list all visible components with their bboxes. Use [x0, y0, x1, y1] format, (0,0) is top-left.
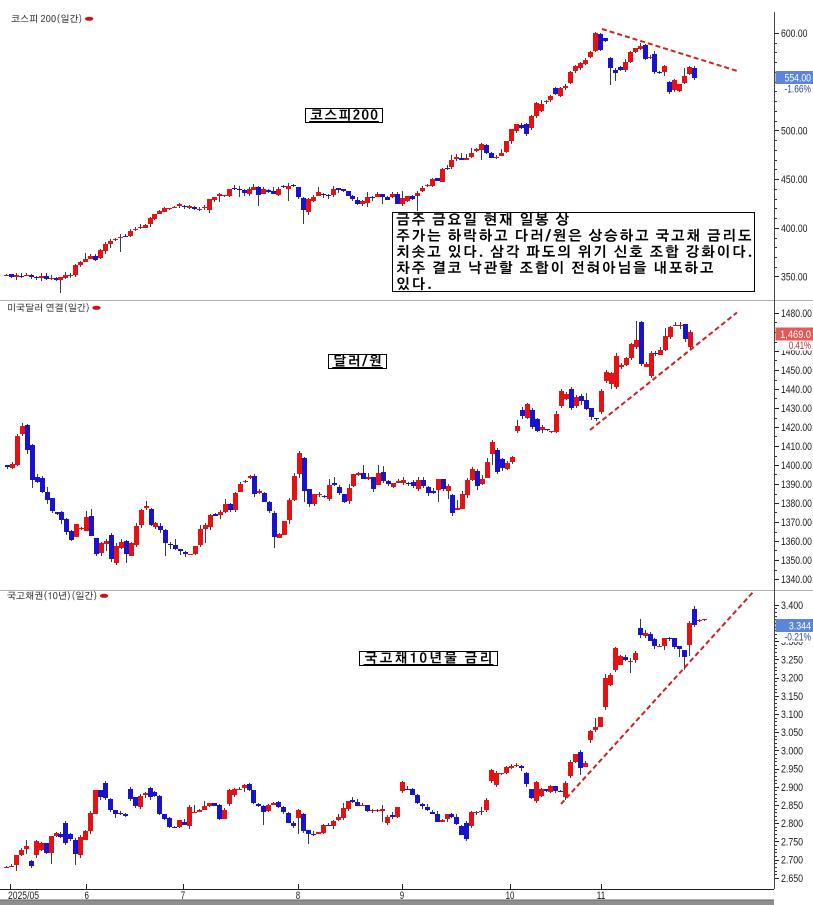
svg-text:3.400: 3.400	[781, 600, 803, 612]
svg-text:2.900: 2.900	[781, 782, 803, 794]
svg-text:10: 10	[506, 890, 515, 902]
svg-text:1370.00: 1370.00	[781, 517, 812, 529]
svg-text:2.800: 2.800	[781, 818, 803, 830]
svg-text:600.00: 600.00	[781, 28, 808, 40]
svg-text:11: 11	[597, 890, 606, 902]
svg-text:-0.21%: -0.21%	[785, 632, 812, 644]
svg-text:3.050: 3.050	[781, 727, 803, 739]
svg-text:2.650: 2.650	[781, 873, 803, 885]
svg-text:3.250: 3.250	[781, 654, 803, 666]
svg-text:3.100: 3.100	[781, 709, 803, 721]
svg-text:1480.00: 1480.00	[781, 308, 812, 320]
svg-text:1350.00: 1350.00	[781, 555, 812, 567]
svg-text:2025/05: 2025/05	[8, 890, 39, 902]
svg-text:1430.00: 1430.00	[781, 403, 812, 415]
svg-text:350.00: 350.00	[781, 272, 808, 284]
svg-text:1360.00: 1360.00	[781, 536, 812, 548]
svg-text:1440.00: 1440.00	[781, 384, 812, 396]
svg-text:1390.00: 1390.00	[781, 479, 812, 491]
svg-text:2.950: 2.950	[781, 764, 803, 776]
svg-text:2.750: 2.750	[781, 836, 803, 848]
svg-text:7: 7	[181, 890, 185, 902]
svg-text:3.150: 3.150	[781, 691, 803, 703]
svg-text:1410.00: 1410.00	[781, 441, 812, 453]
svg-text:1450.00: 1450.00	[781, 365, 812, 377]
svg-text:1400.00: 1400.00	[781, 460, 812, 472]
svg-text:400.00: 400.00	[781, 223, 808, 235]
svg-text:1420.00: 1420.00	[781, 422, 812, 434]
svg-text:554.00: 554.00	[785, 73, 812, 85]
svg-text:1380.00: 1380.00	[781, 498, 812, 510]
svg-text:0.41%: 0.41%	[789, 340, 811, 352]
svg-text:500.00: 500.00	[781, 125, 808, 137]
svg-text:3.200: 3.200	[781, 673, 803, 685]
svg-text:9: 9	[400, 890, 404, 902]
svg-text:2.700: 2.700	[781, 855, 803, 867]
svg-text:450.00: 450.00	[781, 174, 808, 186]
svg-text:8: 8	[296, 890, 300, 902]
svg-text:2.850: 2.850	[781, 800, 803, 812]
svg-text:3.000: 3.000	[781, 745, 803, 757]
svg-text:1,469.0: 1,469.0	[780, 329, 811, 341]
svg-text:-1.66%: -1.66%	[785, 84, 812, 96]
svg-text:1340.00: 1340.00	[781, 574, 812, 586]
svg-text:6: 6	[85, 890, 89, 902]
svg-text:3.344: 3.344	[789, 621, 811, 633]
